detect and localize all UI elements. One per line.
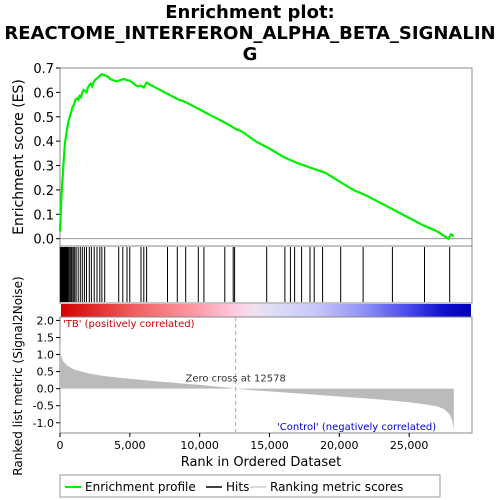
metric-y-tick-label: -0.5	[33, 400, 54, 413]
es-panel-frame	[59, 67, 473, 247]
negative-correlation-label: 'Control' (negatively correlated)	[277, 422, 436, 433]
es-y-axis: 0.0 0.1 0.2 0.3 0.4 0.5 0.6 0.7	[33, 62, 60, 248]
x-axis-label: Rank in Ordered Dataset	[181, 455, 342, 470]
es-y-tick-label: 0.4	[33, 135, 54, 150]
es-y-tick-label: 0.1	[33, 208, 54, 223]
metric-panel: Zero cross at 12578 'TB' (positively cor…	[11, 276, 473, 476]
metric-y-tick-label: 2.0	[37, 314, 55, 327]
ranking-metric-area	[60, 339, 454, 430]
legend-label-hits: Hits	[226, 480, 249, 494]
title-line-2: REACTOME_INTERFERON_ALPHA_BETA_SIGNALIN	[4, 23, 496, 44]
positive-correlation-label: 'TB' (positively correlated)	[63, 319, 195, 330]
chart-title: Enrichment plot: REACTOME_INTERFERON_ALP…	[0, 2, 500, 65]
legend-frame	[59, 474, 441, 498]
es-panel: 0.0 0.1 0.2 0.3 0.4 0.5 0.6 0.7 Enrichment scor…	[11, 62, 473, 248]
hit-markers	[59, 247, 451, 302]
es-y-tick-label: 0.7	[33, 62, 54, 77]
metric-y-axis: -1.0 -0.5 0.0 0.5 1.0 1.5 2.0	[33, 314, 60, 430]
metric-y-tick-label: 0.0	[37, 383, 55, 396]
enrichment-profile-line	[58, 72, 455, 241]
x-tick-label: 20,000	[320, 439, 359, 452]
metric-panel-frame	[59, 316, 473, 434]
legend-label-enrichment: Enrichment profile	[85, 480, 196, 494]
es-y-tick-label: 0.6	[33, 86, 54, 101]
metric-y-tick-label: -1.0	[33, 417, 54, 430]
metric-y-tick-label: 1.0	[37, 349, 55, 362]
es-y-axis-label: Enrichment score (ES)	[11, 79, 27, 235]
hits-panel-frame	[59, 245, 473, 304]
es-y-tick-label: 0.3	[33, 160, 54, 175]
x-tick-label: 15,000	[250, 439, 289, 452]
es-y-tick-label: 0.5	[33, 111, 54, 126]
hits-panel	[59, 245, 473, 304]
metric-y-axis-label: Ranked list metric (Signal2Noise)	[11, 276, 25, 475]
metric-y-tick-label: 0.5	[37, 366, 55, 379]
x-tick-label: 0	[57, 439, 64, 452]
x-tick-label: 25,000	[390, 439, 429, 452]
x-tick-label: 5,000	[114, 439, 146, 452]
legend-label-metric: Ranking metric scores	[270, 480, 403, 494]
title-line-1: Enrichment plot:	[165, 2, 335, 23]
metric-y-tick-label: 1.5	[37, 331, 55, 344]
legend: Enrichment profile Hits Ranking metric s…	[59, 474, 441, 498]
es-y-tick-label: 0.0	[33, 233, 54, 248]
rank-color-bar	[61, 304, 471, 317]
title-line-3: G	[242, 44, 258, 65]
x-axis: 0 5,000 10,000 15,000 20,000 25,000	[57, 433, 429, 452]
x-tick-label: 10,000	[180, 439, 219, 452]
zero-cross-label: Zero cross at 12578	[185, 374, 285, 385]
es-y-tick-label: 0.2	[33, 184, 54, 199]
